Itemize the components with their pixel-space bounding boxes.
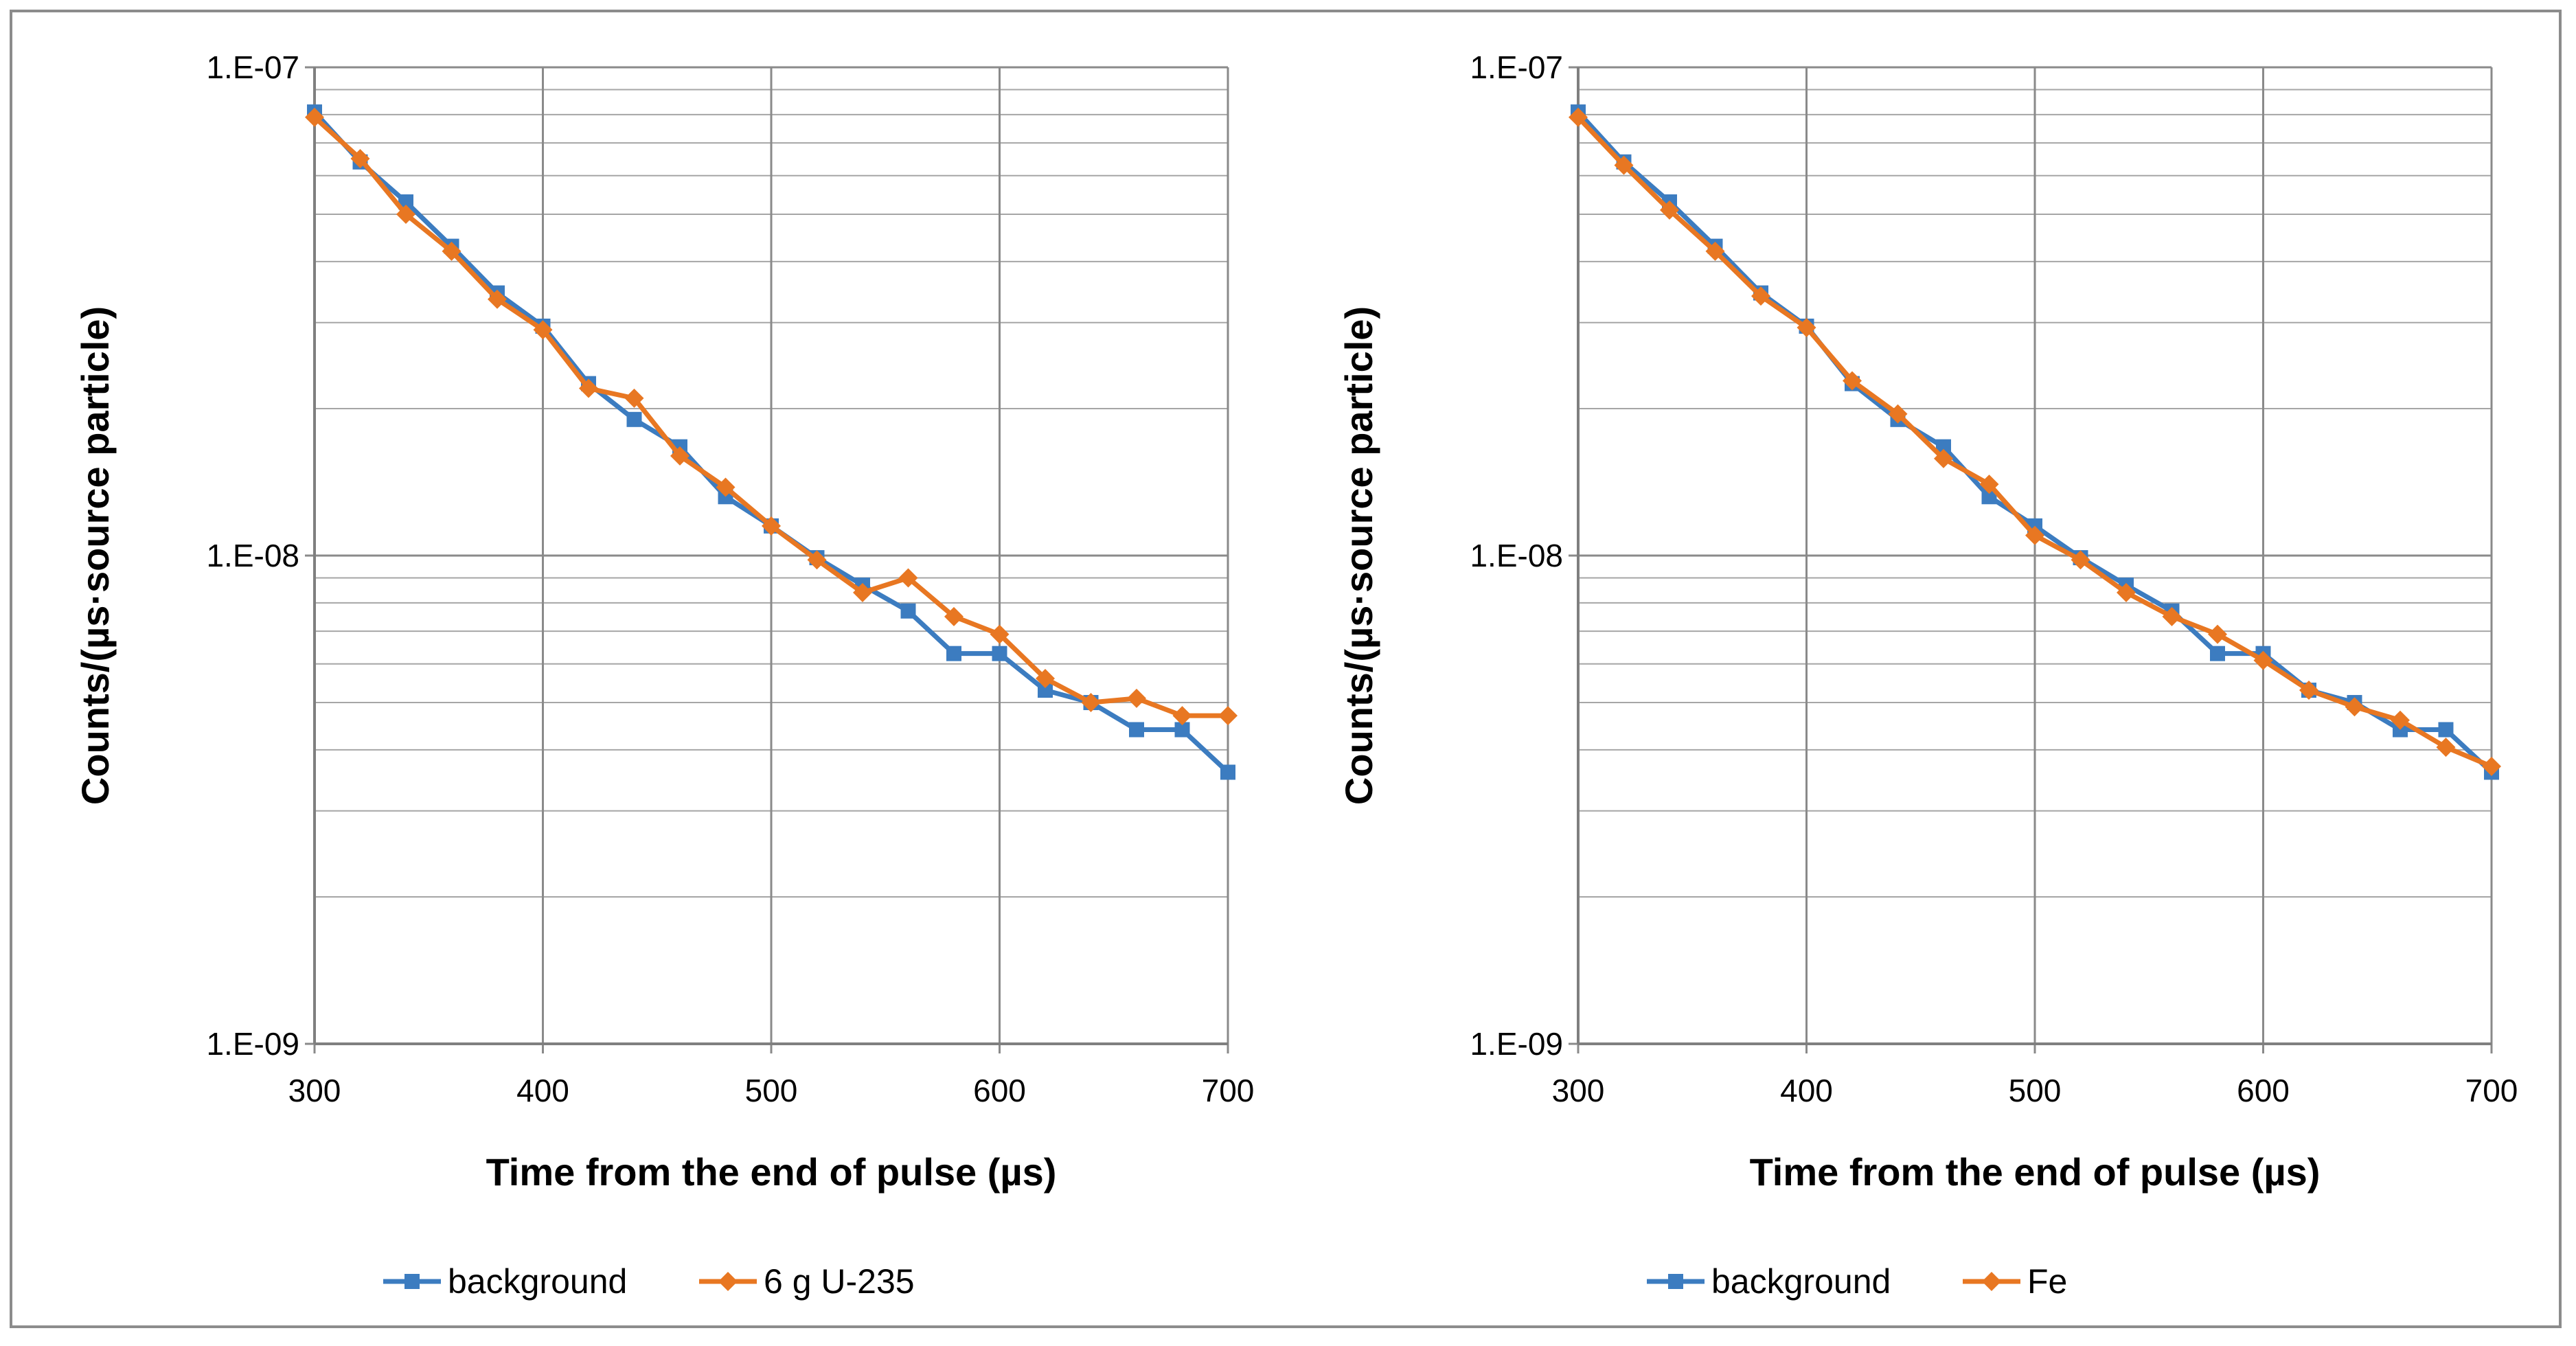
series-fe (1569, 107, 2501, 777)
data-point (1614, 155, 1634, 175)
data-point (2071, 550, 2090, 570)
y-axis-title: Counts/(µs·source particle) (1337, 306, 1380, 805)
data-point (853, 582, 872, 602)
data-point (992, 646, 1007, 661)
data-point (2436, 738, 2456, 757)
x-tick-label: 700 (2465, 1073, 2518, 1108)
data-point (350, 149, 370, 169)
x-tick-label: 600 (2237, 1073, 2290, 1108)
data-point (533, 320, 553, 340)
legend-label: Fe (2027, 1262, 2067, 1301)
chart-right: 1.E-09 1.E-08 1.E-07 300 400 500 600 700 Time fr… (1337, 49, 2518, 1301)
data-point (1981, 489, 1997, 505)
data-point (488, 289, 507, 309)
x-tick-label: 300 (288, 1073, 341, 1108)
data-point (396, 205, 415, 225)
y-tick-label: 1.E-07 (1470, 49, 1563, 85)
data-point (2253, 650, 2273, 670)
data-point (1934, 448, 1953, 468)
legend-label: 6 g U-235 (764, 1262, 915, 1301)
data-point (1038, 683, 1053, 698)
data-point (1172, 706, 1192, 726)
data-point (1936, 439, 1951, 455)
data-point (1888, 404, 1908, 424)
series-6-g-u-235 (305, 107, 1238, 726)
data-point (1797, 318, 1816, 338)
chart-left: 1.E-09 1.E-08 1.E-07 300 400 500 600 700 Time fr… (73, 49, 1255, 1301)
data-point (1174, 722, 1190, 738)
y-tick-label: 1.E-09 (206, 1026, 299, 1062)
data-point (2345, 697, 2364, 717)
y-tick-label: 1.E-08 (1470, 538, 1563, 573)
data-point (398, 194, 413, 210)
legend-label: background (1711, 1262, 1891, 1301)
y-tick-label: 1.E-07 (206, 49, 299, 85)
x-tick-label: 600 (973, 1073, 1026, 1108)
data-point (1705, 241, 1725, 261)
figure-frame: 1.E-09 1.E-08 1.E-07 300 400 500 600 700 Time fr… (10, 10, 2562, 1328)
data-point (1569, 107, 1588, 127)
data-point (305, 107, 324, 127)
data-point (2438, 722, 2454, 738)
data-point (807, 550, 827, 570)
data-point (990, 624, 1010, 644)
data-point (1979, 475, 1999, 494)
legend-marker (1668, 1274, 1683, 1289)
data-point (946, 646, 961, 661)
x-tick-label: 400 (516, 1073, 569, 1108)
legend-marker (404, 1274, 420, 1289)
data-point (1036, 669, 1055, 689)
data-point (2208, 624, 2227, 644)
data-point (1129, 722, 1144, 738)
data-point (1220, 764, 1235, 780)
legend-label: background (448, 1262, 627, 1301)
data-point (670, 446, 689, 466)
data-point (716, 477, 736, 497)
data-point (898, 568, 918, 588)
legend: background Fe (1647, 1262, 2067, 1301)
data-point (2482, 757, 2501, 777)
data-point (762, 516, 781, 536)
data-point (2210, 646, 2225, 661)
data-point (1127, 688, 1146, 708)
x-tick-label: 400 (1780, 1073, 1833, 1108)
data-point (944, 606, 964, 626)
x-axis-title: Time from the end of pulse (µs) (1750, 1150, 2321, 1194)
data-point (1660, 200, 1679, 220)
data-point (2025, 525, 2044, 545)
x-axis-title: Time from the end of pulse (µs) (486, 1150, 1057, 1194)
y-tick-label: 1.E-08 (206, 538, 299, 573)
x-tick-label: 700 (1202, 1073, 1255, 1108)
data-point (2299, 681, 2318, 700)
x-tick-label: 500 (745, 1073, 798, 1108)
data-point (1751, 286, 1770, 306)
data-point (442, 241, 461, 261)
legend-marker (718, 1272, 738, 1291)
data-point (1843, 371, 1862, 391)
y-tick-label: 1.E-09 (1470, 1026, 1563, 1062)
x-tick-label: 300 (1552, 1073, 1605, 1108)
legend-marker (1982, 1272, 2001, 1291)
data-point (2391, 710, 2410, 730)
data-point (900, 603, 916, 619)
data-point (626, 411, 642, 427)
major-gridlines (305, 66, 1229, 1053)
data-point (2162, 606, 2182, 626)
legend: background 6 g U-235 (383, 1262, 915, 1301)
x-tick-label: 500 (2009, 1073, 2062, 1108)
data-point (579, 378, 598, 398)
y-axis-title: Counts/(µs·source particle) (73, 306, 117, 805)
data-point (2117, 582, 2136, 602)
data-point (1081, 693, 1101, 713)
data-point (624, 388, 644, 408)
data-point (1218, 706, 1238, 726)
major-gridlines (1569, 66, 2493, 1053)
